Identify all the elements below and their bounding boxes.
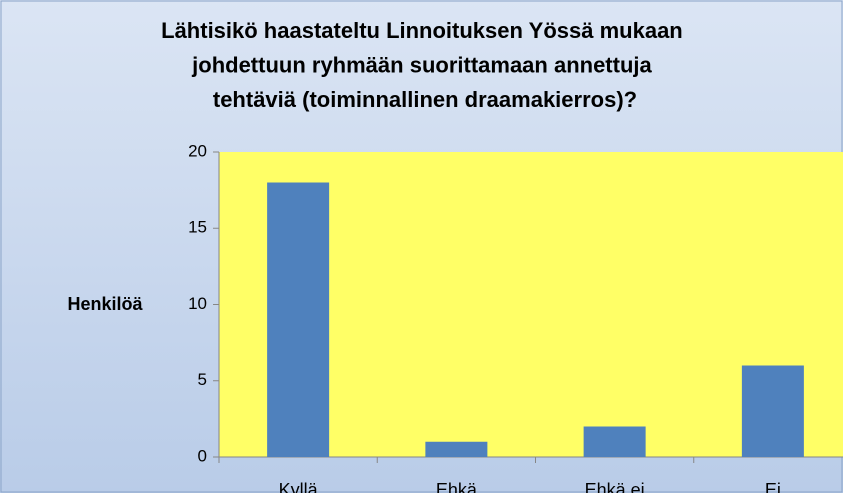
- bar: [741, 365, 804, 457]
- bar: [583, 426, 646, 457]
- x-tick-label: Ehkä ei: [585, 480, 645, 493]
- y-tick-label: 15: [188, 218, 207, 237]
- y-axis-label: Henkilöä: [67, 294, 143, 314]
- x-tick-label: Kyllä: [279, 480, 319, 493]
- y-tick-label: 0: [198, 446, 207, 465]
- y-tick-label: 5: [198, 370, 207, 389]
- y-tick-label: 20: [188, 141, 207, 160]
- x-tick-label: Ehkä: [436, 480, 478, 493]
- x-tick-label: Ei: [765, 480, 781, 493]
- y-tick-label: 10: [188, 294, 207, 313]
- chart-title: Lähtisikö haastateltu Linnoituksen Yössä…: [161, 18, 689, 112]
- bar: [267, 182, 330, 457]
- bar: [425, 441, 488, 457]
